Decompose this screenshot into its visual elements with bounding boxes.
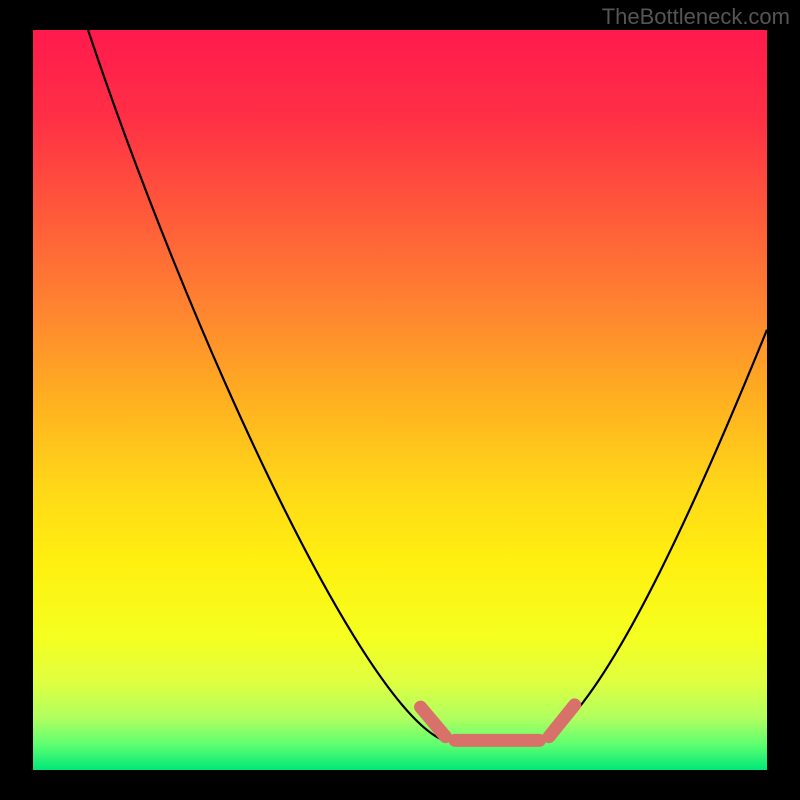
curve-layer: [33, 30, 767, 770]
watermark-text: TheBottleneck.com: [602, 4, 790, 30]
bottleneck-curve-left: [88, 30, 440, 739]
bottleneck-curve-right: [547, 330, 767, 739]
plot-area: [33, 30, 767, 770]
bottom-marker: [421, 705, 575, 741]
bottom-marker-segment: [549, 705, 575, 737]
bottom-marker-segment: [421, 707, 446, 737]
